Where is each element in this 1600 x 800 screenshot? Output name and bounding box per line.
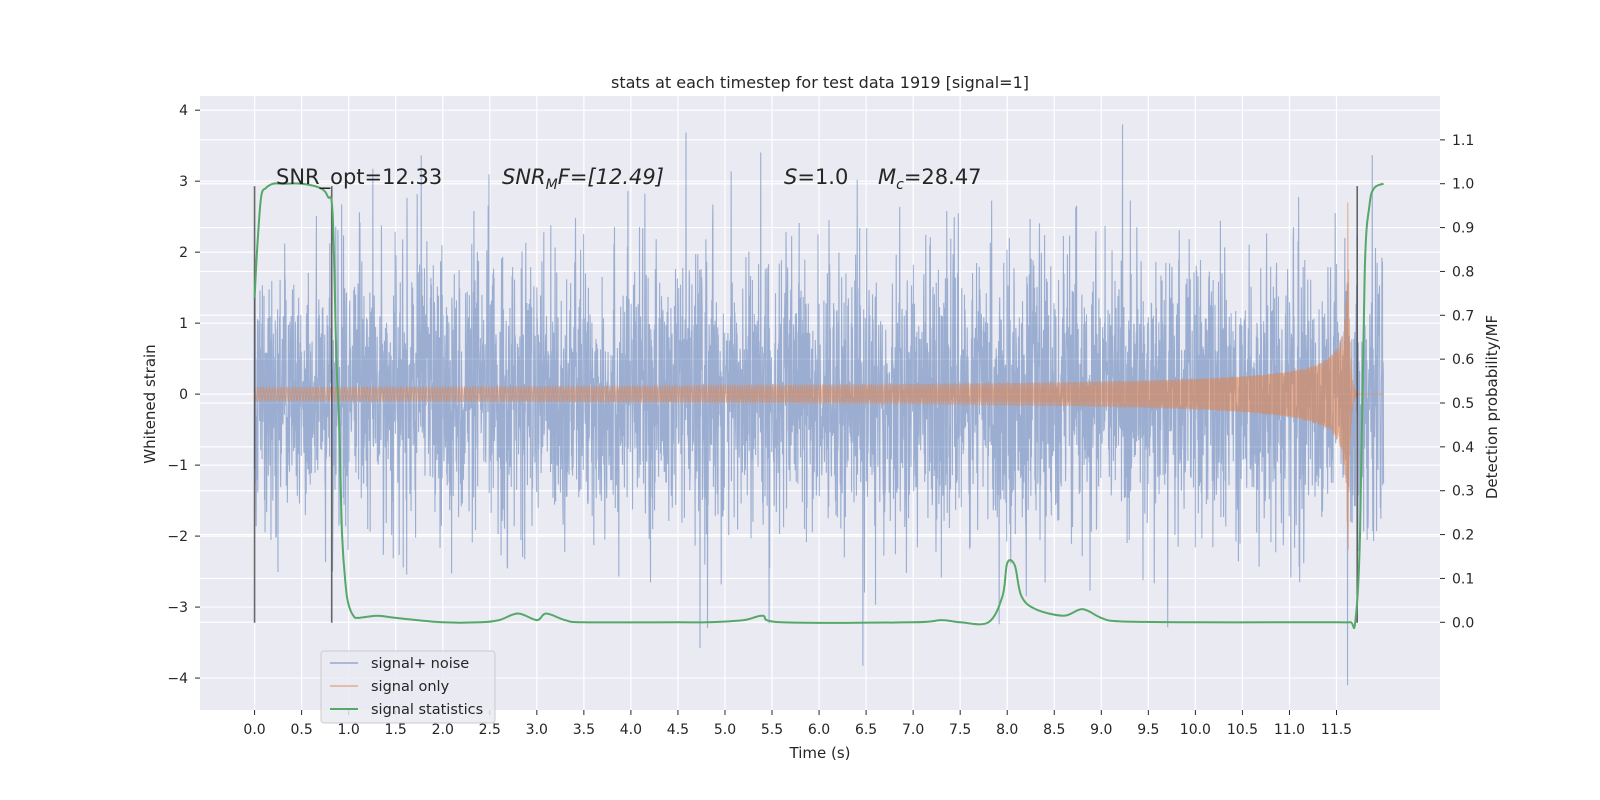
- x-tick-label-21: 10.5: [1227, 722, 1258, 738]
- annotation-snr-mf-base: SNR: [502, 165, 546, 189]
- signal-only-series: [254, 202, 1384, 550]
- yr-tick-label-11: 1.1: [1452, 133, 1474, 149]
- signal-statistics-series: [253, 182, 1384, 630]
- x-tick-label-5: 2.5: [479, 722, 501, 738]
- x-tick-label-23: 11.5: [1321, 722, 1352, 738]
- x-tick-label-1: 0.5: [290, 722, 312, 738]
- x-axis-ticks: 0.0 0.5 1.0 1.5 2.0 2.5 3.0 3.5 4.0 4.5 5.0 5.5 6.0 6…: [243, 710, 1352, 738]
- yr-tick-label-1: 0.1: [1452, 571, 1474, 587]
- y-left-axis-title: Whitened strain: [141, 344, 159, 463]
- signal-plus-noise-series: [254, 124, 1385, 686]
- x-tick-label-17: 8.5: [1043, 722, 1065, 738]
- signal-statistics-line: [253, 182, 1384, 630]
- x-tick-label-20: 10.0: [1180, 722, 1211, 738]
- yl-tick-label-4: 0: [179, 387, 188, 403]
- x-tick-label-11: 5.5: [761, 722, 783, 738]
- x-tick-label-8: 4.0: [620, 722, 642, 738]
- yr-tick-label-8: 0.8: [1452, 264, 1474, 280]
- x-tick-label-16: 8.0: [996, 722, 1018, 738]
- annotation-s-tail: =1.0: [797, 165, 848, 189]
- y-left-axis-ticks: −4 −3 −2 −1 0 1 2 3 4: [167, 103, 200, 687]
- yr-tick-label-7: 0.7: [1452, 308, 1474, 324]
- yl-tick-label-8: 4: [179, 103, 188, 119]
- yl-tick-label-3: −1: [167, 458, 188, 474]
- yr-tick-label-2: 0.2: [1452, 528, 1474, 544]
- x-tick-label-18: 9.0: [1090, 722, 1112, 738]
- yr-tick-label-3: 0.3: [1452, 484, 1474, 500]
- annotation-s-base: S: [784, 165, 797, 189]
- x-tick-label-7: 3.5: [573, 722, 595, 738]
- yr-tick-label-5: 0.5: [1452, 396, 1474, 412]
- legend-label-signal: signal only: [371, 679, 450, 695]
- yl-tick-label-2: −2: [167, 529, 188, 545]
- y-right-axis-ticks: 0.0 0.1 0.2 0.3 0.4 0.5 0.6 0.7 0.8 0.9 1.0 1.1: [1440, 133, 1474, 631]
- y-right-axis-title: Detection probability/MF: [1483, 315, 1501, 499]
- legend-label-noise: signal+ noise: [371, 656, 469, 672]
- yr-tick-label-6: 0.6: [1452, 352, 1474, 368]
- yl-tick-label-5: 1: [179, 316, 188, 332]
- legend-label-stats: signal statistics: [371, 702, 483, 718]
- x-tick-label-9: 4.5: [667, 722, 689, 738]
- annotation-mc: Mc=28.47: [878, 165, 982, 193]
- x-tick-label-3: 1.5: [385, 722, 407, 738]
- yl-tick-label-0: −4: [167, 671, 188, 687]
- x-tick-label-13: 6.5: [855, 722, 877, 738]
- annotation-s: S=1.0: [784, 165, 848, 189]
- x-tick-label-15: 7.5: [949, 722, 971, 738]
- yl-tick-label-6: 2: [179, 245, 188, 261]
- annotation-mc-tail: =28.47: [904, 165, 982, 189]
- legend: signal+ noise signal only signal statist…: [320, 650, 496, 724]
- yl-tick-label-7: 3: [179, 174, 188, 190]
- annotation-snr-mf: SNRMF=[12.49]: [502, 165, 664, 193]
- yr-tick-label-10: 1.0: [1452, 177, 1474, 193]
- annotation-snr-mf-tail: F=[12.49]: [558, 165, 664, 189]
- annotation-snr-mf-sub: M: [546, 177, 558, 193]
- vertical-markers: [253, 186, 1359, 623]
- x-tick-label-6: 3.0: [526, 722, 548, 738]
- yr-tick-label-4: 0.4: [1452, 440, 1474, 456]
- legend-box: [320, 650, 496, 724]
- x-tick-label-10: 5.0: [714, 722, 736, 738]
- x-tick-label-22: 11.0: [1274, 722, 1305, 738]
- x-tick-label-12: 6.0: [808, 722, 830, 738]
- x-tick-label-14: 7.0: [902, 722, 924, 738]
- yr-tick-label-0: 0.0: [1452, 615, 1474, 631]
- annotation-mc-sub: c: [896, 177, 904, 193]
- yr-tick-label-9: 0.9: [1452, 221, 1474, 237]
- x-tick-label-19: 9.5: [1137, 722, 1159, 738]
- x-axis-title: Time (s): [789, 744, 851, 762]
- annotation-mc-base: M: [878, 165, 896, 189]
- x-tick-label-4: 2.0: [432, 722, 454, 738]
- chart-title: stats at each timestep for test data 191…: [611, 73, 1029, 92]
- x-tick-label-2: 1.0: [338, 722, 360, 738]
- annotation-snr-opt: SNR_opt=12.33: [276, 165, 442, 190]
- signal-plus-noise-line: [254, 124, 1385, 686]
- yl-tick-label-1: −3: [167, 600, 188, 616]
- signal-only-line: [254, 202, 1384, 550]
- x-tick-label-0: 0.0: [243, 722, 265, 738]
